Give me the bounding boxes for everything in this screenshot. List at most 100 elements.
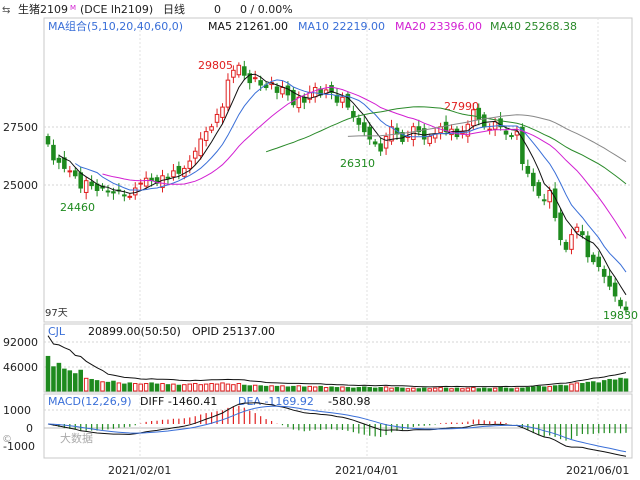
candle: [596, 251, 602, 272]
volume-bar: [421, 387, 427, 392]
candle: [203, 126, 209, 147]
menu-arrow-icon[interactable]: ⇆: [2, 5, 10, 16]
candle: [623, 301, 629, 315]
candle: [209, 123, 214, 134]
candle-body: [574, 226, 580, 233]
candle-body: [367, 126, 372, 140]
candle: [83, 176, 89, 200]
period-label[interactable]: 日线: [163, 2, 185, 16]
volume-bar: [105, 381, 111, 392]
candle: [612, 278, 618, 302]
candle-body: [481, 114, 487, 128]
ma-legend: MA组合(5,10,20,40,60,0) MA5 21261.00 MA10 …: [48, 19, 577, 33]
watermark-icon: ©: [2, 434, 12, 445]
moving-average-lines: [58, 73, 627, 296]
candle-body: [607, 275, 612, 287]
volume-bar: [242, 384, 247, 392]
candle-body: [312, 86, 318, 98]
macd-legend: MACD(12,26,9) DIFF -1460.41 DEA -1169.92…: [48, 395, 370, 408]
candle: [89, 175, 94, 190]
volume-tick-46000: 46000: [3, 361, 38, 374]
candle: [601, 265, 607, 284]
x-tick-feb: 2021/02/01: [108, 464, 171, 477]
candle-body: [122, 194, 127, 197]
volume-bar: [607, 378, 612, 392]
volume-title[interactable]: CJL: [48, 325, 66, 338]
candle: [291, 87, 296, 108]
candle: [62, 151, 67, 173]
candle-body: [520, 126, 525, 165]
volume-bar: [132, 383, 138, 392]
volume-bar: [383, 386, 389, 392]
candle-body: [231, 69, 236, 78]
volume-bar: [367, 387, 372, 392]
volume-bar: [78, 369, 83, 392]
volume-legend: CJL 20899.00(50:50) OPID 25137.00: [48, 325, 275, 338]
volume-bar: [111, 380, 116, 392]
candle: [45, 133, 51, 147]
candle-body: [623, 306, 629, 311]
volume-bar: [67, 370, 73, 392]
volume-bar: [351, 387, 356, 392]
volume-bar: [83, 377, 89, 392]
candle: [56, 154, 62, 170]
volume-bar: [585, 381, 591, 392]
candle: [591, 252, 596, 265]
volume-bar: [165, 384, 171, 392]
candle: [252, 70, 258, 83]
candle: [231, 65, 236, 84]
candle: [274, 83, 280, 100]
volume-bar: [569, 383, 574, 392]
volume-bar: [563, 385, 569, 392]
candle-body: [378, 143, 383, 152]
candle-body: [334, 94, 340, 103]
candle: [525, 159, 531, 178]
volume-bar: [487, 388, 492, 392]
ma10-line: [75, 79, 627, 273]
candle-body: [72, 170, 78, 177]
candle: [574, 223, 580, 239]
volume-bar: [416, 388, 422, 392]
dea-value: DEA -1169.92: [238, 395, 314, 408]
candle-body: [552, 188, 558, 218]
volume-bar: [187, 383, 193, 392]
candle: [280, 80, 285, 98]
candle-body: [285, 85, 291, 96]
volume-bar: [209, 383, 214, 392]
candle: [329, 81, 334, 100]
candle: [432, 128, 438, 143]
candle-body: [541, 199, 547, 202]
volume-bar: [372, 387, 378, 392]
candle-body: [302, 96, 307, 103]
volume-bar: [481, 387, 487, 392]
open-interest-line: [47, 335, 627, 388]
volume-bar: [520, 387, 525, 392]
volume-bar: [601, 380, 607, 392]
volume-bar: [498, 387, 503, 392]
volume-bar: [225, 383, 231, 392]
instrument-name[interactable]: 生猪2109: [18, 2, 68, 16]
volume-bar: [334, 387, 340, 392]
candle: [607, 269, 612, 291]
annotation-high-27990: 27990: [444, 100, 479, 113]
ma-legend-label[interactable]: MA组合(5,10,20,40,60,0): [48, 19, 183, 33]
candle: [503, 126, 509, 140]
ma5-line: [58, 73, 627, 296]
candle: [351, 105, 356, 122]
volume-bar: [116, 382, 122, 392]
candle-body: [618, 299, 623, 307]
volume-bar: [274, 385, 280, 392]
ma40-line: [265, 106, 627, 185]
macd-title[interactable]: MACD(12,26,9): [48, 395, 132, 408]
candle-body: [138, 182, 143, 185]
volume-bar: [432, 387, 438, 392]
annotation-low-26310: 26310: [340, 157, 375, 170]
candle-body: [56, 157, 62, 163]
ma20-line: [102, 86, 627, 239]
volume-bar: [56, 362, 62, 392]
candle: [345, 91, 351, 111]
candle-body: [531, 172, 536, 187]
candle-body: [209, 126, 214, 131]
volume-bar: [143, 383, 149, 392]
